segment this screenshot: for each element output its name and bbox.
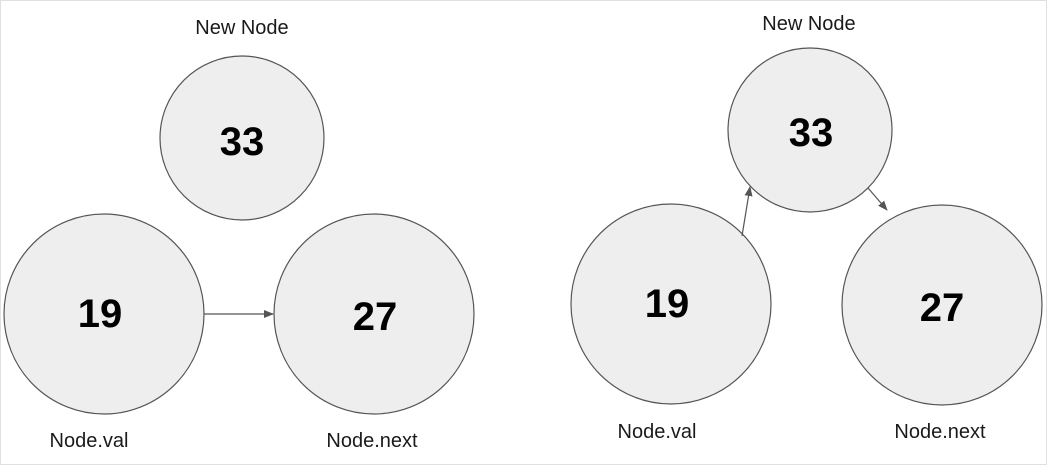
right-next-node-label: Node.next (894, 421, 986, 443)
left-new-node-value: 33 (220, 120, 265, 164)
right-val-node-circle (570, 203, 772, 405)
left-new-node-circle (159, 55, 325, 221)
right-new-node-label: New Node (762, 13, 855, 35)
left-val-node-label: Node.val (50, 430, 129, 452)
right-val-node-value: 19 (645, 282, 690, 326)
right-val-to-new-arrow (741, 186, 753, 237)
left-next-node-label: Node.next (326, 430, 418, 452)
left-next-node-value: 27 (353, 295, 398, 339)
left-new-node-label: New Node (195, 17, 288, 39)
left-diagram: New Node 33 19 Node.val 27 Node.next (3, 17, 475, 452)
left-val-node-value: 19 (78, 292, 123, 336)
right-next-node-circle (841, 204, 1043, 406)
right-diagram: New Node 33 19 Node.val 27 Node.next (570, 13, 1043, 443)
right-new-to-next-arrow (867, 187, 888, 211)
left-next-node-circle (273, 213, 475, 415)
right-new-node-circle (727, 47, 893, 213)
right-new-node-value: 33 (789, 111, 834, 155)
right-next-node-value: 27 (920, 286, 965, 330)
right-val-node-label: Node.val (618, 421, 697, 443)
